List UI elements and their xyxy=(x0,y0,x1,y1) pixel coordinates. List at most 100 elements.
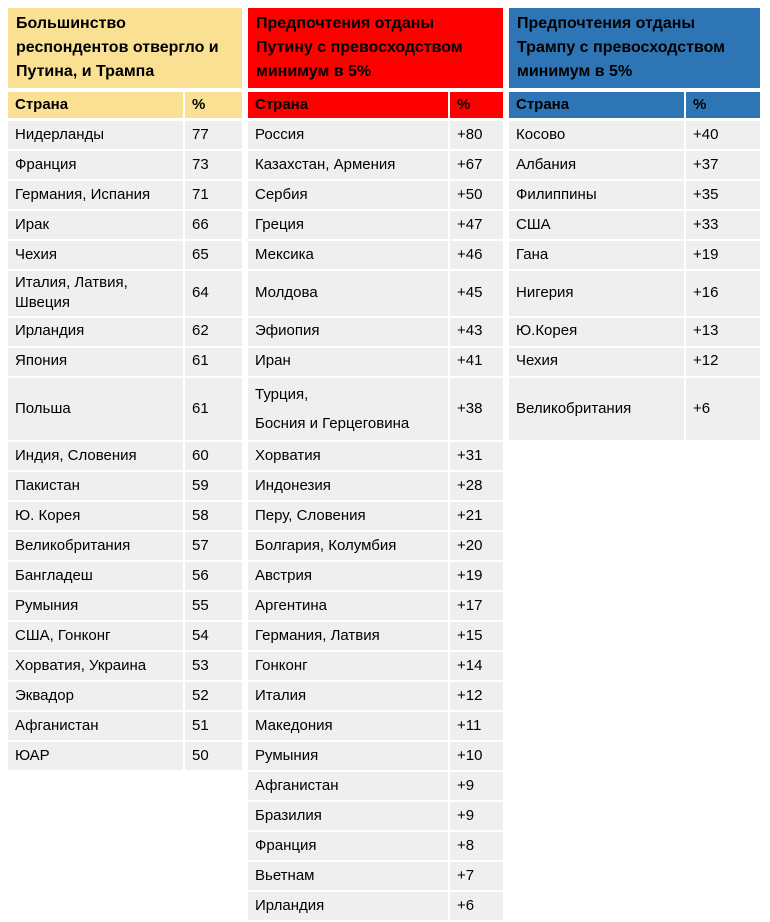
percent-cell xyxy=(686,832,760,860)
percent-cell: 62 xyxy=(185,317,242,346)
country-cell: Франция xyxy=(8,151,183,179)
country-cell: Эфиопия xyxy=(248,317,448,346)
percent-cell: +12 xyxy=(450,682,503,710)
percent-cell: 50 xyxy=(185,742,242,770)
percent-cell: 53 xyxy=(185,652,242,680)
country-cell xyxy=(509,862,684,890)
percent-cell: 66 xyxy=(185,211,242,239)
column-header-country-putin: Страна xyxy=(248,92,448,118)
table-row: Япония 61 Иран +41 Чехия +12 xyxy=(8,347,762,376)
column-header-country-rejected: Страна xyxy=(8,92,183,118)
country-cell: Иран xyxy=(248,347,448,376)
percent-cell xyxy=(686,652,760,680)
table-row: Пакистан 59 Индонезия +28 xyxy=(8,472,762,500)
country-cell xyxy=(509,682,684,710)
country-cell: Польша xyxy=(8,377,183,440)
percent-cell: +9 xyxy=(450,802,503,830)
table-row: США, Гонконг 54 Германия, Латвия +15 xyxy=(8,622,762,650)
country-cell: Япония xyxy=(8,347,183,376)
percent-cell xyxy=(686,592,760,620)
country-cell: Италия xyxy=(248,682,448,710)
percent-cell xyxy=(686,532,760,560)
percent-cell: +38 xyxy=(450,377,503,440)
country-cell: Турция, Босния и Герцеговина xyxy=(248,377,448,440)
country-cell xyxy=(509,772,684,800)
country-cell: Гонконг xyxy=(248,652,448,680)
table-title-trump-preferred: Предпочтения отданы Трампу с превосходст… xyxy=(509,8,760,88)
country-cell: Румыния xyxy=(8,592,183,620)
percent-cell: 57 xyxy=(185,532,242,560)
country-cell: Ирландия xyxy=(8,317,183,346)
country-cell: Ирак xyxy=(8,211,183,239)
country-cell xyxy=(509,592,684,620)
country-cell: Бразилия xyxy=(248,802,448,830)
country-cell: ЮАР xyxy=(8,742,183,770)
country-cell xyxy=(8,802,183,830)
country-cell: Гана xyxy=(509,241,684,269)
percent-cell: 77 xyxy=(185,121,242,149)
country-cell: Ирландия xyxy=(248,892,448,920)
percent-cell: +33 xyxy=(686,211,760,239)
country-cell: Великобритания xyxy=(8,532,183,560)
percent-cell xyxy=(686,802,760,830)
country-cell: Индонезия xyxy=(248,472,448,500)
country-cell xyxy=(509,652,684,680)
column-header-percent-trump: % xyxy=(686,92,760,118)
country-cell: Хорватия, Украина xyxy=(8,652,183,680)
table-row: Нидерланды 77 Россия +80 Косово +40 xyxy=(8,121,762,149)
country-cell: Афганистан xyxy=(8,712,183,740)
country-cell xyxy=(509,502,684,530)
percent-cell: 52 xyxy=(185,682,242,710)
percent-cell xyxy=(185,892,242,920)
country-cell: Афганистан xyxy=(248,772,448,800)
table-row: Польша 61 Турция, Босния и Герцеговина +38 В… xyxy=(8,377,762,440)
country-cell: Вьетнам xyxy=(248,862,448,890)
country-cell xyxy=(509,802,684,830)
percent-cell: +6 xyxy=(450,892,503,920)
percent-cell: +67 xyxy=(450,151,503,179)
country-cell: Россия xyxy=(248,121,448,149)
percent-cell: +11 xyxy=(450,712,503,740)
table-row: Великобритания 57 Болгария, Колумбия +20 xyxy=(8,532,762,560)
percent-cell: 71 xyxy=(185,181,242,209)
percent-cell: 56 xyxy=(185,562,242,590)
country-cell xyxy=(509,442,684,470)
country-cell: Казахстан, Армения xyxy=(248,151,448,179)
country-cell: Германия, Испания xyxy=(8,181,183,209)
table-row: Хорватия, Украина 53 Гонконг +14 xyxy=(8,652,762,680)
column-header-percent-putin: % xyxy=(450,92,503,118)
column-header-country-trump: Страна xyxy=(509,92,684,118)
percent-cell: +50 xyxy=(450,181,503,209)
table-row: Вьетнам +7 xyxy=(8,862,762,890)
percent-cell xyxy=(686,562,760,590)
table-row: Чехия 65 Мексика +46 Гана +19 xyxy=(8,241,762,269)
percent-cell: +46 xyxy=(450,241,503,269)
country-cell: Австрия xyxy=(248,562,448,590)
country-cell: Греция xyxy=(248,211,448,239)
country-cell: Италия, Латвия, Швеция xyxy=(8,271,183,316)
table-title-rejected-both: Большинство респондентов отвергло и Пути… xyxy=(8,8,242,88)
country-cell: Франция xyxy=(248,832,448,860)
country-cell xyxy=(509,892,684,920)
percent-cell xyxy=(686,472,760,500)
percent-cell: +14 xyxy=(450,652,503,680)
column-header-percent-rejected: % xyxy=(185,92,242,118)
percent-cell xyxy=(686,502,760,530)
percent-cell: +19 xyxy=(686,241,760,269)
three-table-board: Большинство респондентов отвергло и Пути… xyxy=(8,8,762,922)
percent-cell: +21 xyxy=(450,502,503,530)
percent-cell: +6 xyxy=(686,377,760,440)
percent-cell: +47 xyxy=(450,211,503,239)
percent-cell: +8 xyxy=(450,832,503,860)
percent-cell xyxy=(686,442,760,470)
percent-cell: +40 xyxy=(686,121,760,149)
country-cell: Ю. Корея xyxy=(8,502,183,530)
column-header-row: Страна % Страна % Страна % xyxy=(8,92,762,118)
title-row: Большинство респондентов отвергло и Пути… xyxy=(8,8,762,88)
percent-cell: +41 xyxy=(450,347,503,376)
table-row: Ирак 66 Греция +47 США +33 xyxy=(8,211,762,239)
country-cell xyxy=(8,862,183,890)
percent-cell: 60 xyxy=(185,442,242,470)
percent-cell: +35 xyxy=(686,181,760,209)
table-row: Бразилия +9 xyxy=(8,802,762,830)
